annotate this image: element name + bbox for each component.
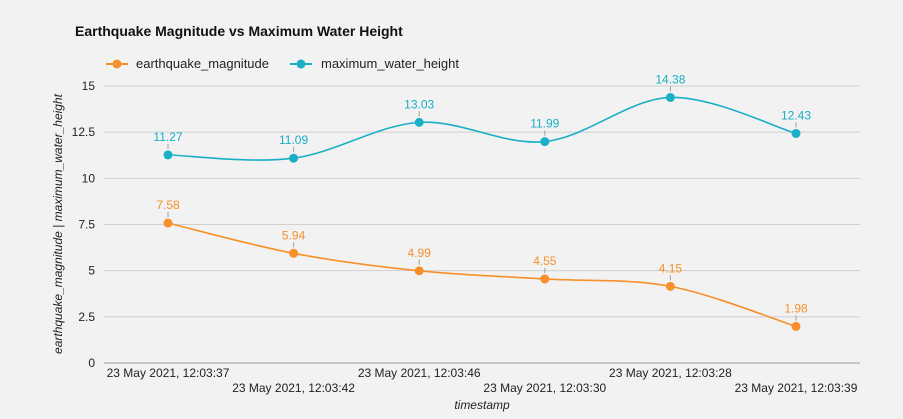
data-label-maximum-water-height: 11.09	[279, 133, 308, 147]
x-tick-label: 23 May 2021, 12:03:46	[358, 366, 481, 380]
data-label-earthquake-magnitude: 4.15	[659, 261, 683, 275]
data-label-maximum-water-height: 14.38	[655, 72, 685, 86]
legend: earthquake_magnitude maximum_water_heigh…	[106, 56, 459, 71]
series-line-maximum-water-height	[167, 96, 797, 161]
data-label-earthquake-magnitude: 5.94	[282, 228, 306, 242]
data-label-earthquake-magnitude: 1.98	[784, 301, 808, 315]
data-point-earthquake-magnitude	[414, 266, 424, 276]
data-point-earthquake-magnitude	[289, 248, 299, 258]
legend-label-maximum-water-height: maximum_water_height	[321, 56, 459, 71]
y-tick-label: 2.5	[78, 310, 95, 324]
y-tick-label: 7.5	[78, 218, 95, 232]
chart-title: Earthquake Magnitude vs Maximum Water He…	[75, 23, 403, 39]
series-line-earthquake-magnitude	[167, 222, 797, 328]
x-tick-label: 23 May 2021, 12:03:39	[735, 381, 858, 395]
data-point-maximum-water-height	[163, 150, 173, 160]
data-point-maximum-water-height	[665, 92, 675, 102]
data-point-earthquake-magnitude	[540, 274, 550, 284]
legend-marker-maximum-water-height	[296, 59, 306, 69]
x-tick-label: 23 May 2021, 12:03:30	[483, 381, 606, 395]
legend-item-maximum-water-height[interactable]: maximum_water_height	[290, 56, 459, 71]
legend-item-earthquake-magnitude[interactable]: earthquake_magnitude	[106, 56, 269, 71]
data-point-earthquake-magnitude	[791, 321, 801, 331]
data-point-earthquake-magnitude	[665, 281, 675, 291]
y-tick-label: 12.5	[72, 125, 96, 139]
x-tick-label: 23 May 2021, 12:03:42	[232, 381, 355, 395]
data-point-maximum-water-height	[540, 137, 550, 147]
data-label-earthquake-magnitude: 4.55	[533, 254, 557, 268]
y-tick-label: 0	[88, 356, 95, 370]
x-axis-title: timestamp	[454, 398, 510, 412]
x-tick-label: 23 May 2021, 12:03:28	[609, 366, 732, 380]
data-point-maximum-water-height	[414, 117, 424, 127]
data-label-maximum-water-height: 11.99	[530, 117, 559, 131]
data-point-maximum-water-height	[791, 128, 801, 138]
series-layer: 7.58 5.94 4.99 4.55 4.15 1.98 11.27 11.09 13.03 1…	[153, 72, 811, 331]
legend-label-earthquake-magnitude: earthquake_magnitude	[136, 56, 269, 71]
x-tick-label: 23 May 2021, 12:03:37	[107, 366, 230, 380]
y-tick-label: 5	[88, 264, 95, 278]
data-label-earthquake-magnitude: 7.58	[156, 198, 180, 212]
data-label-earthquake-magnitude: 4.99	[408, 246, 432, 260]
data-point-earthquake-magnitude	[163, 218, 173, 228]
y-tick-label: 10	[82, 171, 96, 185]
data-label-maximum-water-height: 11.27	[153, 130, 182, 144]
data-label-maximum-water-height: 12.43	[781, 108, 811, 122]
y-tick-label: 15	[82, 79, 96, 93]
legend-marker-earthquake-magnitude	[112, 59, 122, 69]
data-point-maximum-water-height	[289, 153, 299, 163]
y-axis-ticks: 0 2.5 5 7.5 10 12.5 15	[72, 79, 96, 370]
gridlines	[104, 85, 860, 364]
data-label-maximum-water-height: 13.03	[404, 97, 434, 111]
y-axis-title: earthquake_magnitude | maximum_water_hei…	[51, 93, 65, 354]
